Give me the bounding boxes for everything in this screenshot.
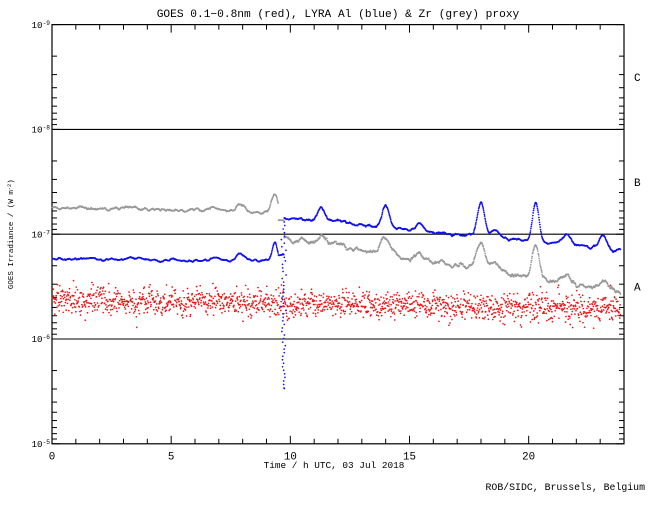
svg-text:5: 5 (168, 451, 174, 463)
svg-text:Time / h UTC, 03 Jul 2018: Time / h UTC, 03 Jul 2018 (264, 460, 405, 471)
svg-text:A: A (634, 283, 641, 295)
svg-text:GOES Irradiance / (W m-2): GOES Irradiance / (W m-2) (7, 179, 16, 289)
svg-text:0: 0 (49, 451, 55, 463)
svg-text:ROB/SIDC, Brussels, Belgium: ROB/SIDC, Brussels, Belgium (486, 482, 646, 493)
svg-text:20: 20 (522, 451, 535, 463)
svg-text:C: C (634, 73, 641, 85)
svg-text:15: 15 (403, 451, 416, 463)
svg-text:GOES 0.1−0.8nm (red), LYRA Al: GOES 0.1−0.8nm (red), LYRA Al (blue) & Z… (157, 9, 520, 21)
svg-text:B: B (634, 178, 641, 190)
